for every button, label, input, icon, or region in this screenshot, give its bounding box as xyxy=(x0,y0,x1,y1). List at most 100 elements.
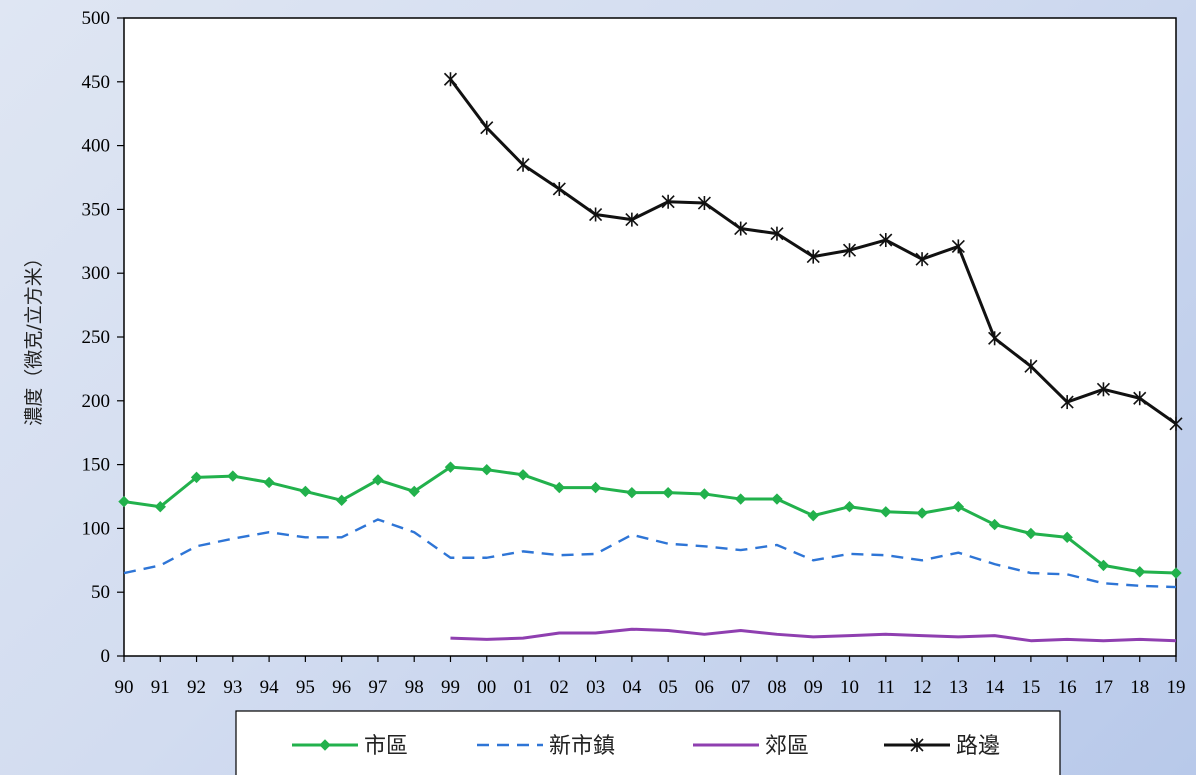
series-layer xyxy=(118,72,1183,643)
series-1-point xyxy=(190,471,203,484)
series-1-point xyxy=(734,493,747,505)
series-1-point xyxy=(1097,559,1110,572)
series-4-point xyxy=(806,249,820,264)
x-tick-label: 90 xyxy=(115,677,134,698)
x-tick-label: 93 xyxy=(223,677,242,698)
series-1-point xyxy=(988,518,1001,531)
y-tick-label: 250 xyxy=(82,327,111,348)
series-1-point xyxy=(1170,567,1182,579)
series-4 xyxy=(443,72,1183,431)
legend-item-2: 新市鎮 xyxy=(477,734,615,759)
y-tick-label: 400 xyxy=(82,136,111,157)
x-tick-label: 95 xyxy=(296,677,315,698)
series-4-point xyxy=(1096,382,1111,397)
x-tick-label: 13 xyxy=(949,677,968,698)
series-1-point xyxy=(154,501,166,513)
x-tick-label: 11 xyxy=(877,677,895,698)
series-1-point xyxy=(698,488,711,500)
series-4-point xyxy=(879,233,893,248)
x-tick-label: 15 xyxy=(1021,677,1040,698)
x-tick-label: 96 xyxy=(332,677,351,698)
series-4-point xyxy=(443,72,458,87)
x-tick-label: 16 xyxy=(1058,677,1077,698)
y-tick-label: 450 xyxy=(82,72,111,93)
y-tick-label: 0 xyxy=(101,646,111,667)
x-tick-label: 04 xyxy=(622,677,642,698)
series-1-point xyxy=(807,509,819,522)
series-1-point xyxy=(771,493,783,505)
x-tick-label: 91 xyxy=(151,677,170,698)
x-tick-label: 09 xyxy=(804,677,823,698)
series-2-line xyxy=(123,518,1177,589)
x-tick-label: 02 xyxy=(550,677,569,698)
series-3 xyxy=(450,627,1177,643)
x-tick-label: 00 xyxy=(477,677,496,698)
series-4-point xyxy=(516,157,530,172)
legend-marker xyxy=(910,738,924,752)
legend-label: 市區 xyxy=(364,734,408,759)
legend-label: 新市鎮 xyxy=(549,734,615,759)
series-1-point xyxy=(916,507,928,519)
y-tick-label: 50 xyxy=(91,582,110,603)
series-1-point xyxy=(517,469,529,481)
series-4-point xyxy=(480,120,494,135)
x-tick-label: 94 xyxy=(260,677,280,698)
series-4-point xyxy=(1169,416,1183,431)
x-tick-label: 07 xyxy=(731,677,750,698)
series-1-point xyxy=(299,485,312,498)
x-tick-label: 01 xyxy=(514,677,533,698)
series-4-point xyxy=(734,221,748,236)
series-1-point xyxy=(626,486,638,499)
y-tick-label: 150 xyxy=(82,455,111,476)
series-4-point xyxy=(697,196,711,211)
x-tick-label: 12 xyxy=(913,677,932,698)
x-tick-label: 99 xyxy=(441,677,460,698)
series-1-point xyxy=(553,481,566,494)
series-1-line xyxy=(123,465,1177,575)
y-tick-label: 350 xyxy=(82,199,111,220)
series-1-point xyxy=(662,486,674,499)
series-4-point xyxy=(589,207,603,222)
series-1-point xyxy=(335,494,348,507)
x-tick-label: 18 xyxy=(1130,677,1149,698)
x-tick-label: 97 xyxy=(368,677,387,698)
x-axis-ticks: 90 91 92 93 94 95 96 97 98 99 00 01 02 03 04 05 06 07 08 09… xyxy=(115,656,1186,698)
series-1-point xyxy=(118,495,130,508)
series-4-point xyxy=(770,226,784,241)
x-tick-label: 17 xyxy=(1094,677,1113,698)
series-1-point xyxy=(444,461,457,473)
series-1-point xyxy=(263,476,275,489)
series-4-point xyxy=(1060,395,1074,410)
x-tick-label: 19 xyxy=(1167,677,1186,698)
series-4-point xyxy=(988,331,1002,346)
series-1-point xyxy=(843,501,856,513)
legend: 市區 新市鎮 郊區 路邊 xyxy=(292,734,1000,759)
x-tick-label: 03 xyxy=(586,677,605,698)
series-1-point xyxy=(372,474,384,486)
x-tick-label: 92 xyxy=(187,677,206,698)
y-axis-title: 濃度（微克/立方米） xyxy=(23,248,45,425)
legend-item-4: 路邊 xyxy=(884,734,1000,759)
legend-label: 路邊 xyxy=(956,734,1000,759)
x-tick-label: 08 xyxy=(767,677,786,698)
x-tick-label: 05 xyxy=(659,677,678,698)
series-4-point xyxy=(915,252,929,267)
series-1-point xyxy=(408,485,420,498)
series-4-point xyxy=(552,181,566,196)
x-tick-label: 98 xyxy=(405,677,424,698)
series-1-point xyxy=(1061,531,1073,544)
series-1-point xyxy=(227,470,239,482)
series-4-point xyxy=(1133,391,1147,406)
y-tick-label: 300 xyxy=(82,263,111,284)
x-tick-label: 10 xyxy=(840,677,859,698)
y-tick-label: 200 xyxy=(82,391,111,412)
series-4-point xyxy=(661,194,675,209)
series-2 xyxy=(123,518,1177,589)
legend-item-1: 市區 xyxy=(292,734,408,759)
plot-area xyxy=(123,17,1177,657)
series-1-point xyxy=(1025,527,1037,540)
series-1 xyxy=(118,461,1182,579)
series-4-point xyxy=(842,243,857,258)
series-4-point xyxy=(625,212,639,227)
